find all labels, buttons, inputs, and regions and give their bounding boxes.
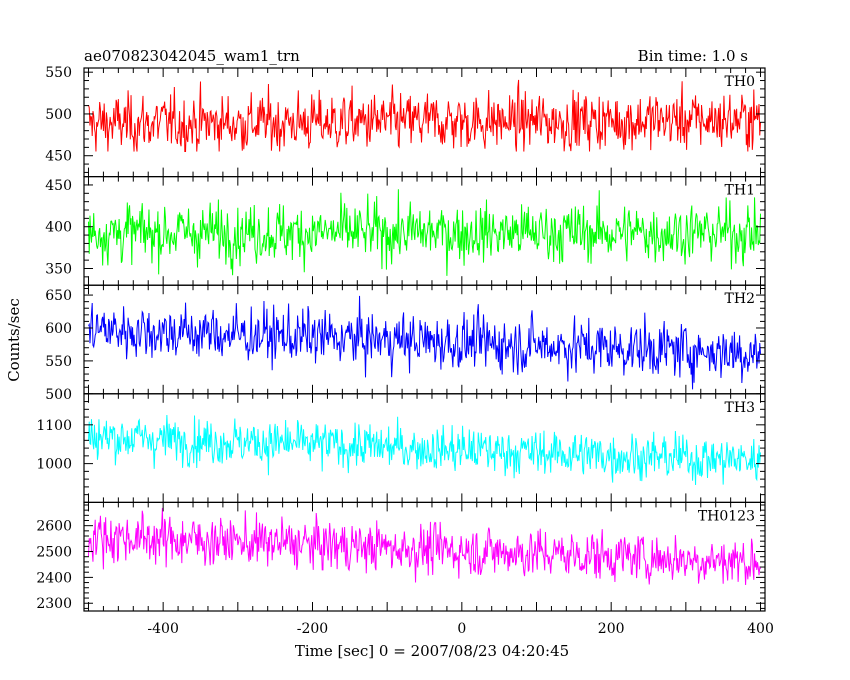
bin-time-label: Bin time: 1.0 s <box>638 47 748 65</box>
y-tick-label: 2400 <box>36 570 72 586</box>
panel-label-th1: TH1 <box>725 183 755 199</box>
series-line-th1 <box>87 189 762 276</box>
series-line-th0123 <box>87 507 761 585</box>
panel-label-th2: TH2 <box>725 291 755 307</box>
y-tick-label: 550 <box>45 65 72 81</box>
y-tick-label: 350 <box>45 261 72 277</box>
y-tick-label: 600 <box>45 321 72 337</box>
y-tick-label: 500 <box>45 387 72 403</box>
x-axis-label: Time [sec] 0 = 2007/08/23 04:20:45 <box>295 642 569 660</box>
y-axis-label: Counts/sec <box>5 298 23 382</box>
x-tick-label: -200 <box>297 621 328 637</box>
panels: 450 500 550 TH0 350 400 450 TH1 500 550 600 650 TH2 1… <box>36 65 774 637</box>
panel-label-th0123: TH0123 <box>698 508 755 524</box>
series-line-th3 <box>87 414 762 485</box>
panel-label-th0: TH0 <box>725 74 755 90</box>
y-tick-label: 2500 <box>36 545 72 561</box>
series-line-th0 <box>87 79 762 153</box>
y-tick-label: 2600 <box>36 519 72 535</box>
x-tick-label: 400 <box>747 621 774 637</box>
y-tick-label: 1100 <box>36 418 72 434</box>
panel-label-th3: TH3 <box>725 400 755 416</box>
y-tick-label: 450 <box>45 178 72 194</box>
x-tick-label: 0 <box>457 621 466 637</box>
y-tick-label: 550 <box>45 354 72 370</box>
y-tick-label: 500 <box>45 107 72 123</box>
y-tick-label: 450 <box>45 149 72 165</box>
series-line-th2 <box>88 295 762 390</box>
x-tick-label: 200 <box>598 621 625 637</box>
y-tick-label: 400 <box>45 220 72 236</box>
plot-title: ae070823042045_wam1_trn <box>84 47 300 65</box>
y-tick-label: 1000 <box>36 457 72 473</box>
y-tick-label: 650 <box>45 288 72 304</box>
x-tick-label: -400 <box>147 621 178 637</box>
y-tick-label: 2300 <box>36 596 72 612</box>
